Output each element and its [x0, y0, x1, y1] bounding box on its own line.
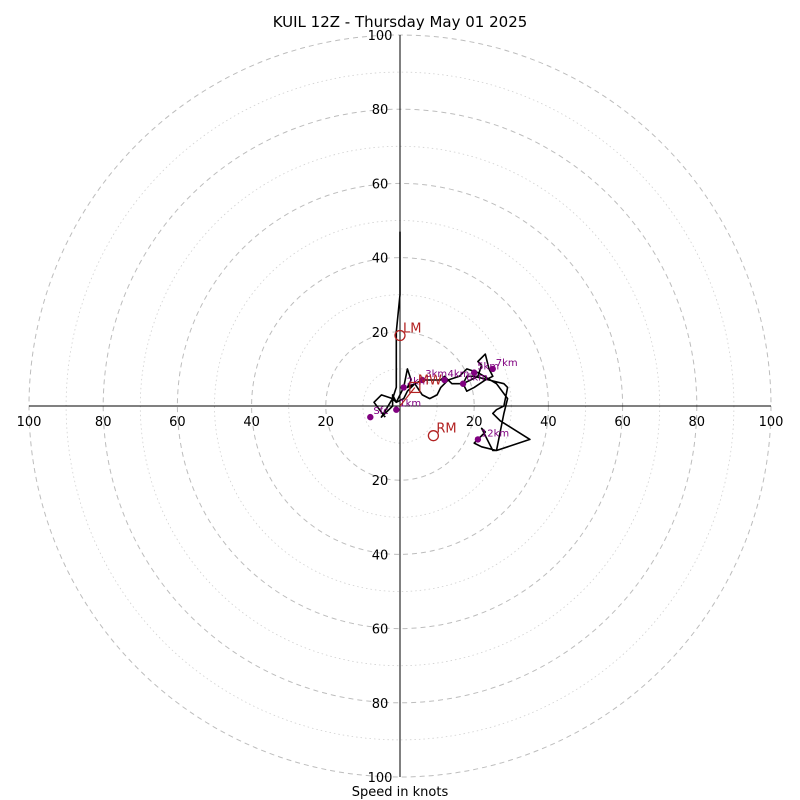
x-axis-label: Speed in knots [352, 785, 449, 800]
height-marker-label: 5km [477, 362, 499, 373]
height-marker-dot [367, 413, 374, 421]
mean-wind-vector [399, 387, 416, 407]
storm-motion-markers: LM RM MW [394, 322, 457, 442]
hodograph-trace [373, 231, 531, 452]
x-tick-label-right: 100 [759, 415, 784, 430]
x-tick-label-right: 80 [689, 415, 706, 430]
y-tick-label-top: 80 [372, 103, 389, 118]
height-marker-label: 6km [466, 373, 488, 384]
height-marker-dot [474, 436, 482, 443]
x-tick-label-right: 40 [540, 415, 557, 430]
storm-motion-label: LM [403, 322, 421, 337]
storm-motion-label: MW [418, 373, 442, 388]
mean-wind-marker [409, 381, 421, 394]
height-marker-label: 3km [425, 369, 447, 380]
x-tick-label-left: 20 [318, 415, 335, 430]
x-tick-label-right: 60 [614, 415, 631, 430]
height-marker-label: 1km [399, 399, 421, 410]
y-tick-label-top: 20 [372, 326, 389, 341]
chart-title: KUIL 12Z - Thursday May 01 2025 [273, 13, 528, 31]
y-tick-label-top: 60 [372, 177, 389, 192]
height-marker-dot [441, 376, 448, 384]
y-tick-label-bottom: 80 [372, 697, 389, 712]
y-tick-label-top: 100 [368, 29, 393, 44]
height-marker-dot [393, 406, 400, 413]
y-tick-label-top: 40 [372, 252, 389, 267]
axis-tick-labels: 100 100 100 100 80 80 80 80 60 60 60 60 40 40 40 40 20 20… [17, 29, 784, 786]
height-marker-dot [489, 365, 496, 373]
height-marker-label: 12km [481, 428, 509, 439]
x-tick-label-left: 40 [243, 415, 260, 430]
x-tick-label-left: 60 [169, 415, 186, 430]
x-tick-label-left: 100 [17, 415, 42, 430]
storm-motion-label: RM [436, 422, 456, 437]
y-tick-label-bottom: 40 [372, 548, 389, 563]
height-marker-dot [471, 369, 478, 376]
height-marker-label: 4km [448, 369, 470, 380]
height-marker-dot [419, 376, 426, 384]
y-tick-label-bottom: 20 [372, 474, 389, 489]
height-marker-dot [459, 380, 467, 387]
y-tick-label-bottom: 60 [372, 623, 389, 638]
height-marker-label: 7km [496, 358, 518, 369]
height-marker-label: Sfc [373, 406, 388, 417]
storm-motion-marker [394, 329, 406, 342]
x-tick-label-right: 20 [466, 415, 483, 430]
y-tick-label-bottom: 100 [368, 771, 393, 786]
height-marker-dot [400, 384, 407, 391]
x-tick-label-left: 80 [95, 415, 112, 430]
storm-motion-marker [427, 430, 440, 442]
